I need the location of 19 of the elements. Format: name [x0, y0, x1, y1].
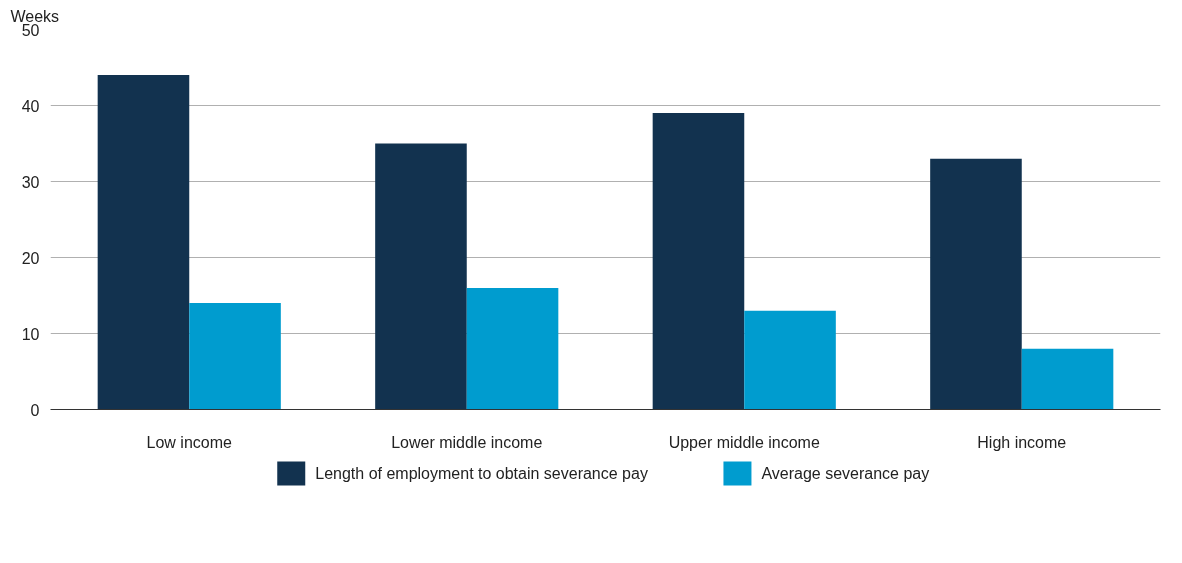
y-tick-label: 10 — [21, 325, 40, 343]
bar — [97, 75, 190, 410]
bar — [930, 158, 1022, 410]
y-tick-label: 30 — [21, 173, 40, 191]
x-tick-label: High income — [977, 433, 1067, 451]
x-tick-label: Low income — [146, 433, 233, 451]
x-tick-label: Upper middle income — [668, 433, 820, 451]
legend-label: Average severance pay — [761, 465, 930, 482]
bar — [466, 287, 559, 410]
y-tick-label: 0 — [30, 401, 40, 419]
legend-label: Length of employment to obtain severance pay — [315, 465, 648, 482]
bar — [744, 310, 836, 410]
bar — [652, 113, 745, 410]
y-tick-label: 20 — [21, 249, 40, 267]
x-tick-label: Lower middle income — [391, 433, 543, 451]
bar — [375, 143, 467, 410]
y-tick-label: 40 — [21, 97, 40, 115]
bar — [189, 303, 281, 410]
bar — [1021, 348, 1114, 410]
